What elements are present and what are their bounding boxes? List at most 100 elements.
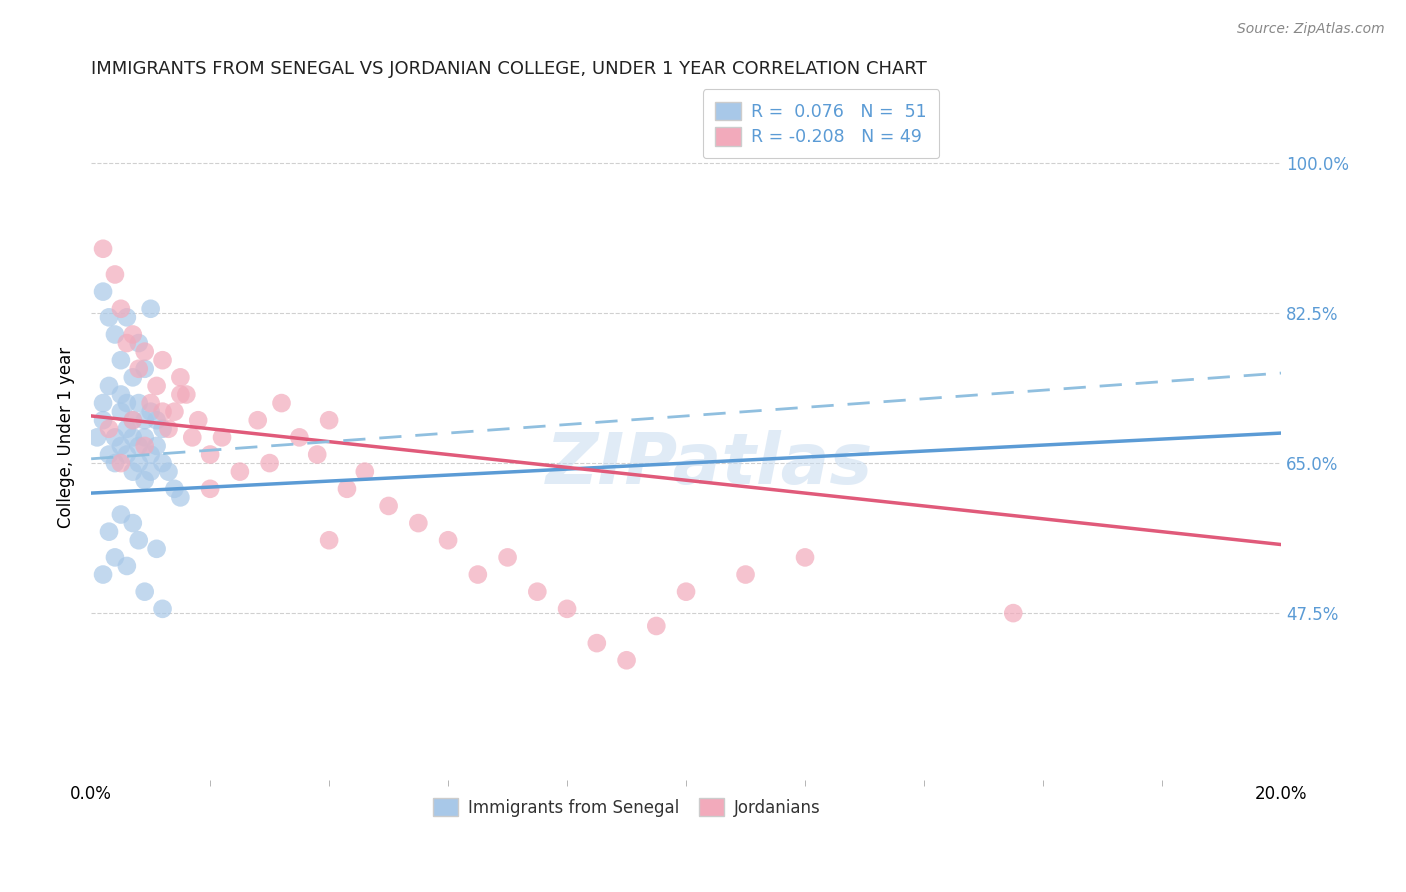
Point [157,465,180,479]
Point [98,422,121,436]
Point [198,448,221,462]
Point [128,396,150,410]
Point [104,327,127,342]
Point [181,430,204,444]
Point [91,242,114,256]
Point [115,396,138,410]
Point [115,336,138,351]
Point [377,499,399,513]
Point [128,456,150,470]
Point [91,567,114,582]
Point [211,430,233,444]
Point [187,413,209,427]
Point [152,404,174,418]
Point [496,550,519,565]
Point [145,541,167,556]
Point [288,430,311,444]
Point [353,465,375,479]
Point [270,396,292,410]
Point [121,413,143,427]
Point [1002,606,1025,620]
Point [104,268,127,282]
Point [163,482,186,496]
Point [467,567,489,582]
Point [169,491,191,505]
Point [145,413,167,427]
Point [98,310,121,325]
Point [128,439,150,453]
Point [110,387,132,401]
Point [110,508,132,522]
Point [152,353,174,368]
Point [408,516,430,530]
Point [139,396,162,410]
Point [526,584,548,599]
Point [139,465,162,479]
Point [128,336,150,351]
Point [307,448,329,462]
Point [128,361,150,376]
Point [121,516,143,530]
Point [134,361,156,376]
Point [110,301,132,316]
Point [336,482,359,496]
Point [115,448,138,462]
Point [437,533,460,548]
Point [645,619,668,633]
Point [198,482,221,496]
Point [115,558,138,573]
Text: IMMIGRANTS FROM SENEGAL VS JORDANIAN COLLEGE, UNDER 1 YEAR CORRELATION CHART: IMMIGRANTS FROM SENEGAL VS JORDANIAN COL… [91,60,927,78]
Point [121,370,143,384]
Point [176,387,198,401]
Point [585,636,607,650]
Point [134,430,156,444]
Y-axis label: College, Under 1 year: College, Under 1 year [58,347,75,528]
Point [794,550,817,565]
Point [229,465,252,479]
Point [734,567,756,582]
Point [104,456,127,470]
Point [110,456,132,470]
Legend: Immigrants from Senegal, Jordanians: Immigrants from Senegal, Jordanians [426,791,827,823]
Point [121,413,143,427]
Point [145,379,167,393]
Point [134,473,156,487]
Point [98,524,121,539]
Point [121,327,143,342]
Point [104,550,127,565]
Point [91,396,114,410]
Point [98,379,121,393]
Point [145,439,167,453]
Point [121,465,143,479]
Point [139,404,162,418]
Point [134,344,156,359]
Point [104,430,127,444]
Point [246,413,269,427]
Point [555,602,578,616]
Point [91,285,114,299]
Point [675,584,697,599]
Point [134,413,156,427]
Point [110,439,132,453]
Point [259,456,281,470]
Point [139,301,162,316]
Point [616,653,638,667]
Point [169,370,191,384]
Point [139,448,162,462]
Point [110,353,132,368]
Point [318,413,340,427]
Point [152,602,174,616]
Point [98,448,121,462]
Point [115,422,138,436]
Point [152,456,174,470]
Point [110,404,132,418]
Point [134,439,156,453]
Point [86,430,108,444]
Text: ZIPatlas: ZIPatlas [546,430,873,500]
Text: Source: ZipAtlas.com: Source: ZipAtlas.com [1237,22,1385,37]
Point [152,422,174,436]
Point [91,413,114,427]
Point [128,533,150,548]
Point [163,404,186,418]
Point [134,584,156,599]
